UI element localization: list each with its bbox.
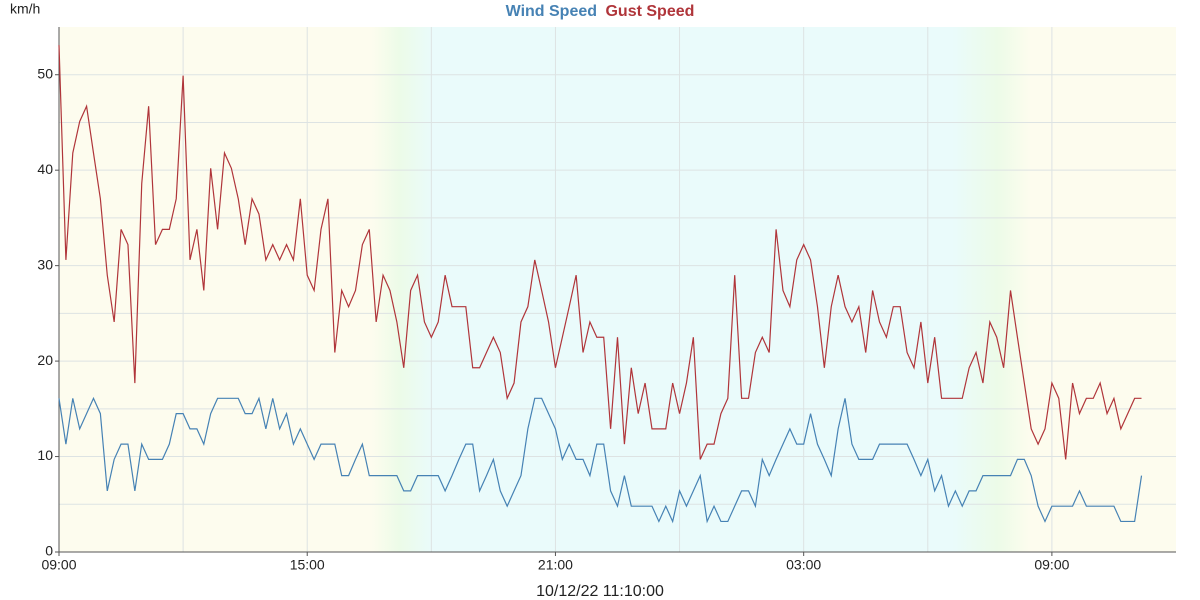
legend: Wind Speed Gust Speed [506,3,695,20]
plot-background [59,27,1176,552]
legend-entry: Wind Speed [506,3,597,20]
grid: 0 10 20 30 40 50 09:00 15:00 21:00 03:00 09:00 [37,27,1176,573]
y-tick-label: 20 [37,352,53,368]
x-tick-label: 03:00 [786,557,821,573]
series-line [58,45,1142,460]
y-tick-label: 40 [37,161,53,177]
series-line [58,396,1143,524]
x-tick-label: 09:00 [1034,557,1069,573]
x-axis-label: 10/12/22 11:10:00 [536,583,664,600]
y-tick-label: 50 [37,65,53,81]
x-tick-label: 15:00 [290,557,325,573]
y-tick-label: 10 [37,447,53,463]
y-axis-label: km/h [10,1,40,17]
y-tick-label: 0 [45,543,53,559]
legend-entry: Gust Speed [605,3,694,20]
plot-area [58,45,1143,524]
x-tick-label: 21:00 [538,557,573,573]
x-tick-label: 09:00 [41,557,76,573]
y-tick-label: 30 [37,256,53,272]
